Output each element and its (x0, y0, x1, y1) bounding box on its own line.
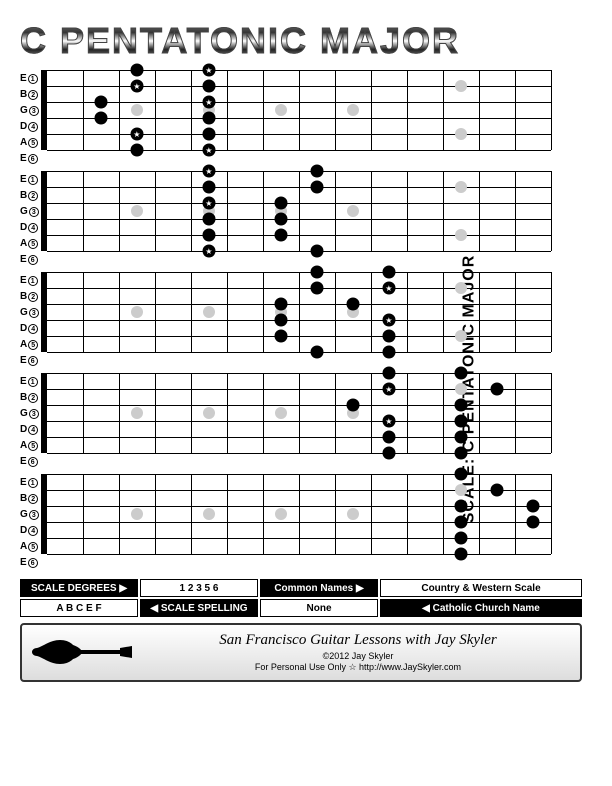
scale-note (526, 516, 539, 529)
root-note (202, 144, 215, 157)
scale-note (454, 431, 467, 444)
scale-note (382, 431, 395, 444)
scale-note (202, 229, 215, 242)
scale-note (202, 213, 215, 226)
scale-note (346, 399, 359, 412)
fretboard-position: E1B2G3D4A5E6 (20, 70, 582, 167)
scale-note (382, 266, 395, 279)
scale-note (310, 282, 323, 295)
root-note (130, 80, 143, 93)
footer-personal: For Personal Use Only ☆ http://www.JaySk… (146, 662, 570, 674)
fretboard-position: E1B2G3D4A5E6 (20, 373, 582, 470)
root-note (202, 245, 215, 258)
root-note (382, 314, 395, 327)
scale-note (454, 399, 467, 412)
scale-note (274, 197, 287, 210)
scale-note (382, 330, 395, 343)
scale-note (454, 415, 467, 428)
scale-note (526, 500, 539, 513)
root-note (202, 165, 215, 178)
scale-note (454, 548, 467, 561)
footer-main: San Francisco Guitar Lessons with Jay Sk… (146, 631, 570, 651)
scale-note (274, 330, 287, 343)
scale-note (202, 80, 215, 93)
scale-note (274, 298, 287, 311)
scale-note (94, 96, 107, 109)
church-value: None (260, 599, 378, 617)
scale-degrees-value: 1 2 3 5 6 (140, 579, 258, 597)
scale-note (130, 64, 143, 77)
scale-note (310, 245, 323, 258)
scale-note (454, 532, 467, 545)
root-note (382, 415, 395, 428)
scale-note (202, 112, 215, 125)
scale-note (490, 484, 503, 497)
scale-note (274, 314, 287, 327)
footer-box: San Francisco Guitar Lessons with Jay Sk… (20, 623, 582, 682)
scale-note (454, 367, 467, 380)
fretboard-position: E1B2G3D4A5E6 (20, 171, 582, 268)
scale-note (274, 213, 287, 226)
footer-copyright: ©2012 Jay Skyler (146, 651, 570, 663)
common-names-value: Country & Western Scale (380, 579, 582, 597)
scale-note (454, 500, 467, 513)
scale-note (454, 516, 467, 529)
scale-spelling-label: ◀ SCALE SPELLING (140, 599, 258, 617)
scale-note (310, 181, 323, 194)
scale-note (454, 447, 467, 460)
scale-note (202, 181, 215, 194)
root-note (382, 282, 395, 295)
guitar-icon (32, 634, 132, 670)
church-label: ◀ Catholic Church Name (380, 599, 582, 617)
page-title: C PENTATONIC MAJOR (20, 20, 582, 62)
root-note (202, 96, 215, 109)
scale-note (382, 367, 395, 380)
scale-note (94, 112, 107, 125)
scale-note (382, 346, 395, 359)
common-names-label: Common Names ▶ (260, 579, 378, 597)
scale-note (310, 165, 323, 178)
scale-note (274, 229, 287, 242)
fretboard-position: E1B2G3D4A5E6 (20, 474, 582, 571)
root-note (202, 197, 215, 210)
scale-note (490, 383, 503, 396)
info-table: SCALE DEGREES ▶ 1 2 3 5 6 Common Names ▶… (20, 579, 582, 617)
root-note (382, 383, 395, 396)
scale-degrees-label: SCALE DEGREES ▶ (20, 579, 138, 597)
scale-note (382, 447, 395, 460)
scale-note (346, 298, 359, 311)
scale-note (310, 266, 323, 279)
scale-note (130, 144, 143, 157)
scale-note (202, 128, 215, 141)
fretboard-position: E1B2G3D4A5E6 (20, 272, 582, 369)
scale-spelling-value: A B C E F (20, 599, 138, 617)
fretboard-diagrams: E1B2G3D4A5E6E1B2G3D4A5E6E1B2G3D4A5E6E1B2… (20, 70, 582, 571)
root-note (130, 128, 143, 141)
root-note (202, 64, 215, 77)
scale-note (454, 468, 467, 481)
scale-note (310, 346, 323, 359)
